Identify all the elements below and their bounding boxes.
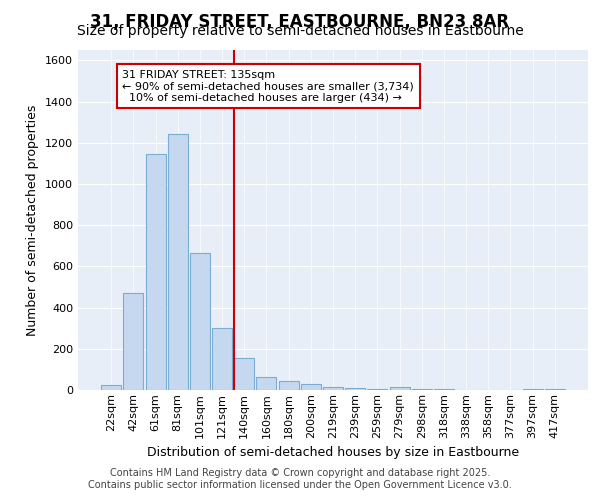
Bar (168, 134, 188, 390)
Bar (124, 293, 143, 390)
Bar (234, 358, 254, 390)
Bar (323, 387, 343, 390)
Bar (389, 387, 410, 390)
Bar (434, 389, 454, 390)
Bar (412, 389, 432, 390)
Text: Size of property relative to semi-detached houses in Eastbourne: Size of property relative to semi-detach… (77, 24, 523, 38)
X-axis label: Distribution of semi-detached houses by size in Eastbourne: Distribution of semi-detached houses by … (147, 446, 519, 459)
Bar (101, 385, 121, 390)
Bar (190, 253, 210, 390)
Bar (523, 389, 542, 390)
Bar (212, 328, 232, 390)
Bar (146, 154, 166, 390)
Bar (367, 389, 388, 390)
Text: 31 FRIDAY STREET: 135sqm
← 90% of semi-detached houses are smaller (3,734)
  10%: 31 FRIDAY STREET: 135sqm ← 90% of semi-d… (122, 70, 414, 103)
Bar (256, 376, 277, 390)
Y-axis label: Number of semi-detached properties: Number of semi-detached properties (26, 104, 40, 336)
Bar (301, 384, 321, 390)
Bar (545, 389, 565, 390)
Text: Contains HM Land Registry data © Crown copyright and database right 2025.
Contai: Contains HM Land Registry data © Crown c… (88, 468, 512, 490)
Bar (345, 388, 365, 390)
Text: 31, FRIDAY STREET, EASTBOURNE, BN23 8AR: 31, FRIDAY STREET, EASTBOURNE, BN23 8AR (91, 12, 509, 30)
Bar (278, 380, 299, 390)
